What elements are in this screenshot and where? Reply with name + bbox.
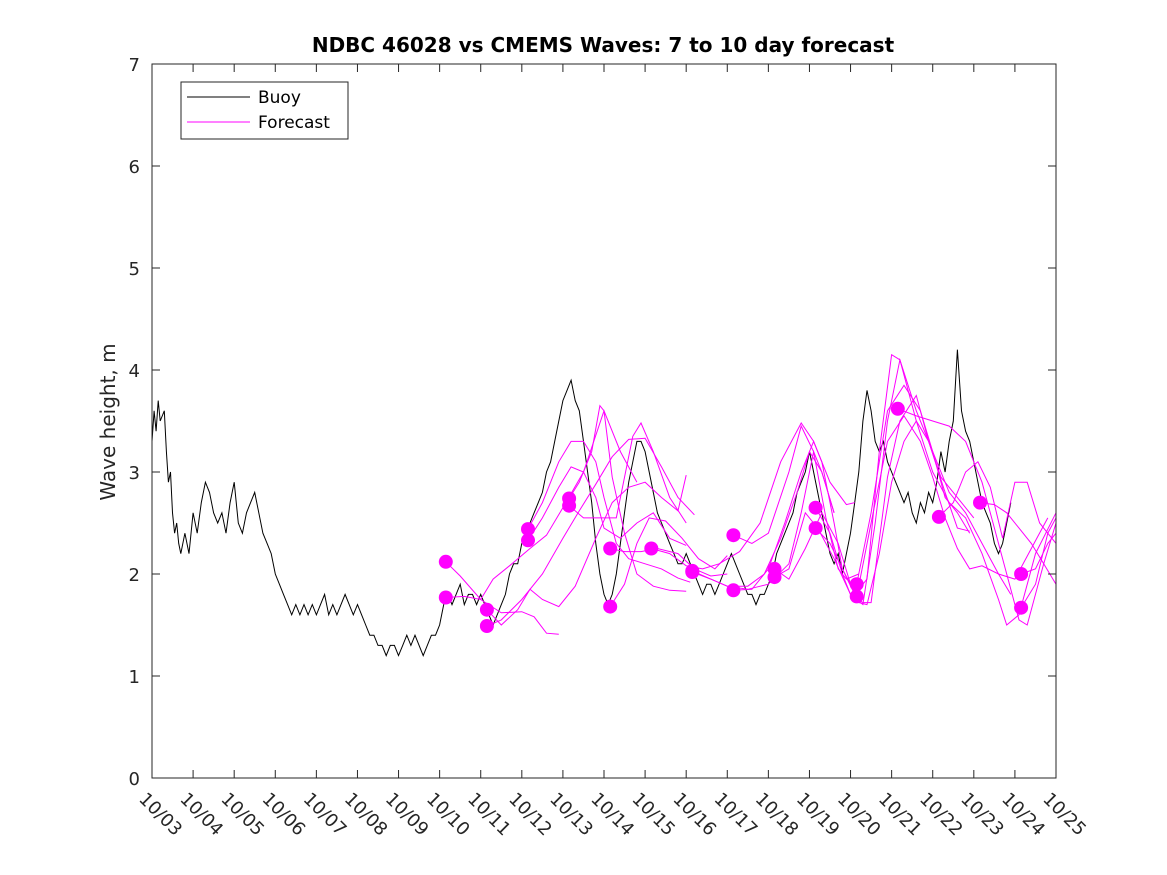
forecast-marker (479, 619, 494, 633)
forecast-line (610, 547, 728, 577)
forecast-line (651, 422, 855, 570)
forecast-marker (685, 563, 700, 578)
forecast-marker (521, 522, 535, 537)
forecast-line (445, 409, 638, 601)
y-tick-label: 1 (129, 667, 140, 688)
forecast-line (1020, 532, 1057, 575)
forecast-line (609, 517, 728, 607)
plot-area (151, 349, 1057, 657)
y-tick-label: 7 (129, 55, 140, 76)
forecast-line (733, 440, 851, 591)
forecast-marker (479, 602, 494, 617)
forecast-line (897, 408, 1057, 626)
forecast-marker (1014, 600, 1029, 615)
legend-box (180, 81, 349, 140)
forecast-marker (973, 495, 987, 510)
chart-title: NDBC 46028 vs CMEMS Waves: 7 to 10 day f… (312, 33, 895, 57)
y-tick-label: 3 (129, 463, 140, 484)
forecast-line (979, 502, 1057, 585)
axes-box (151, 63, 1057, 779)
buoy-line (151, 349, 1012, 657)
forecast-marker (931, 509, 946, 524)
forecast-marker (562, 498, 577, 513)
y-tick-label: 4 (129, 361, 140, 382)
forecast-line (568, 421, 687, 524)
forecast-line (486, 474, 687, 626)
legend-buoy-label: Buoy (258, 88, 301, 108)
forecast-marker (644, 541, 659, 556)
forecast-line (568, 404, 687, 592)
forecast-line (527, 466, 687, 546)
forecast-marker (767, 570, 782, 585)
forecast-line (856, 384, 971, 585)
forecast-marker (726, 583, 741, 598)
forecast-marker (603, 599, 618, 614)
y-axis-label: Wave height, m (96, 343, 120, 500)
forecast-marker (1014, 567, 1029, 581)
forecast-marker (438, 554, 453, 569)
legend-forecast-label: Forecast (258, 113, 330, 133)
forecast-marker (726, 528, 741, 543)
forecast-line (527, 440, 691, 583)
y-tick-label: 2 (129, 565, 140, 586)
forecast-line (486, 437, 695, 627)
y-tick-label: 6 (129, 157, 140, 178)
forecast-marker (808, 500, 823, 515)
forecast-marker (808, 521, 823, 536)
y-tick-label: 5 (129, 259, 140, 280)
forecast-line (938, 461, 1057, 544)
forecast-line (856, 414, 1049, 597)
forecast-line (1020, 517, 1057, 608)
y-tick-label: 0 (129, 769, 140, 790)
forecast-marker (603, 541, 618, 556)
forecast-marker (438, 590, 453, 605)
forecast-marker (849, 577, 864, 592)
legend: Buoy Forecast (180, 81, 349, 140)
forecast-marker (890, 401, 905, 416)
forecast-marker (521, 533, 535, 548)
forecast-line (445, 561, 559, 635)
forecast-marker (849, 589, 864, 604)
forecast-line (815, 353, 1057, 626)
